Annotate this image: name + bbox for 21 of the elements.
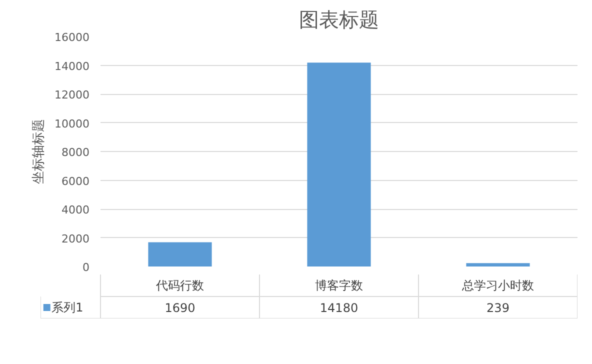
x-tick-label: 代码行数 [155, 278, 204, 292]
y-axis-title: 坐标轴标题 [32, 119, 47, 184]
y-tick-label: 0 [82, 261, 90, 274]
y-tick-label: 6000 [62, 174, 90, 188]
data-label: 1690 [164, 301, 196, 315]
y-tick-label: 8000 [62, 146, 90, 159]
bar [307, 62, 371, 266]
y-tick-label: 14000 [54, 60, 90, 73]
y-tick-label: 2000 [62, 232, 90, 246]
y-tick-label: 16000 [54, 31, 90, 44]
y-tick-label: 10000 [54, 117, 90, 130]
bar [466, 263, 530, 266]
chart-title: 图表标题 [299, 8, 379, 32]
x-tick-label: 博客字数 [315, 278, 363, 292]
x-tick-label: 总学习小时数 [461, 278, 534, 292]
y-tick-label: 4000 [62, 204, 90, 216]
data-label: 14180 [320, 301, 358, 315]
data-label: 239 [486, 301, 510, 315]
bar [148, 242, 212, 266]
legend-label: 系列1 [52, 300, 84, 314]
y-tick-label: 12000 [54, 88, 90, 102]
